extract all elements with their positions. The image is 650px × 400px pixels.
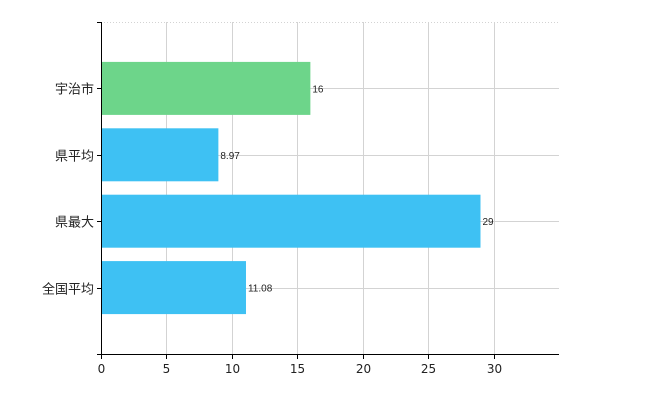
x-tick-label: 0	[98, 362, 106, 376]
x-tick-label: 5	[163, 362, 171, 376]
bar	[102, 194, 481, 248]
category-label: 県最大	[55, 216, 94, 231]
x-tick-label: 15	[290, 362, 305, 376]
bars	[102, 61, 481, 315]
x-tick-label: 30	[487, 362, 502, 376]
bar	[102, 61, 311, 115]
data-label: 8.97	[220, 151, 240, 162]
axes	[97, 22, 559, 359]
data-label: 29	[482, 217, 494, 228]
x-tick-label: 25	[421, 362, 436, 376]
data-label: 11.08	[248, 284, 273, 295]
x-tick-label: 20	[356, 362, 371, 376]
category-label: 県平均	[55, 150, 94, 165]
x-tick-label: 10	[225, 362, 240, 376]
bar	[102, 128, 219, 182]
data-label: 16	[312, 84, 324, 95]
category-label: 全国平均	[42, 282, 94, 298]
category-label: 宇治市	[55, 82, 94, 98]
bar	[102, 261, 246, 315]
